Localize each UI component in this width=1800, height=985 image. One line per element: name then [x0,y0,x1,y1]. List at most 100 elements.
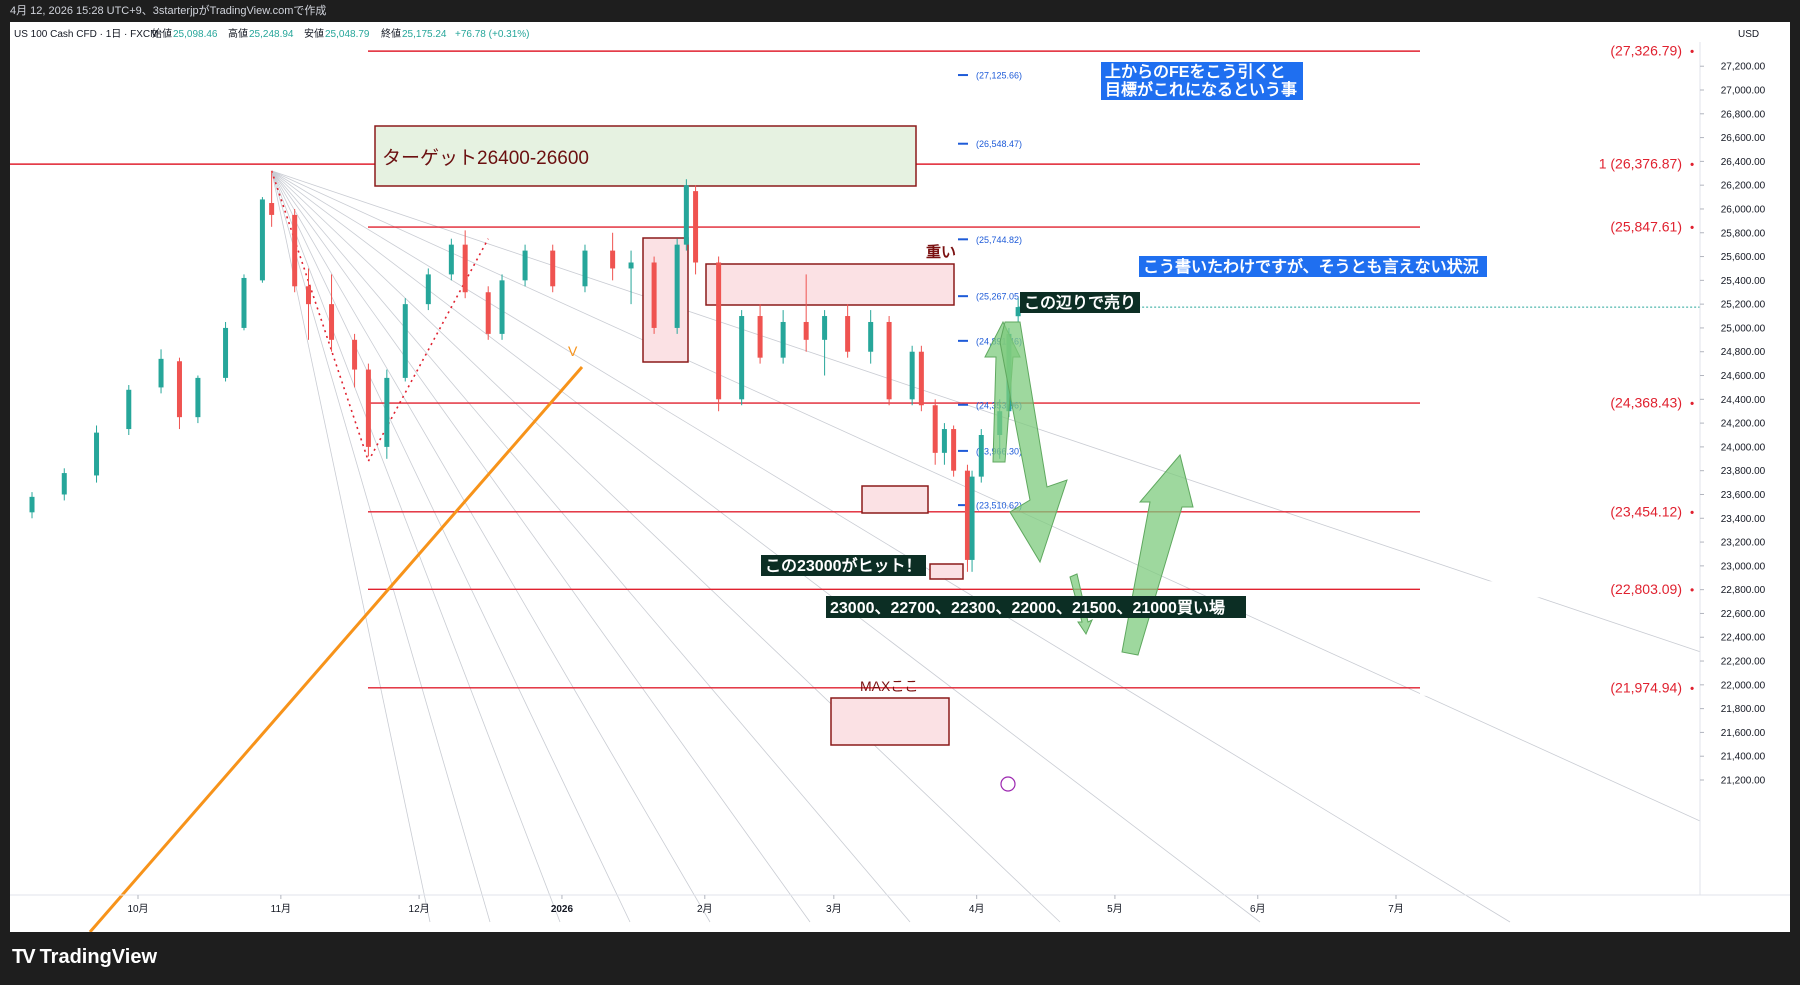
y-tick-label: 22,000.00 [1721,680,1766,691]
candle [126,389,132,430]
candle [292,214,298,287]
level-label: (21,974.94) [1610,679,1682,695]
y-axis: 21,200.00 21,400.00 21,600.00 21,800.00 22,0… [1699,42,1790,895]
candle [448,244,454,275]
max-zone [830,697,950,746]
candle [462,244,468,293]
sell-note-bg [1020,292,1140,313]
fib-label: (27,125.66) [976,71,1022,81]
status-note-bg [1139,256,1487,277]
candle [241,277,247,328]
level-label-bg [1420,679,1696,696]
lightning-icon [1000,776,1016,792]
candle [674,244,680,328]
y-tick-label: 25,800.00 [1721,228,1766,239]
level-label-bg [1420,395,1696,412]
level-dot: • [1690,397,1694,411]
fan-line [271,170,1061,923]
candle [352,339,358,370]
x-tick-label: 7月 [1388,903,1404,915]
fan-line [271,170,431,923]
y-tick-label: 24,000.00 [1721,442,1766,453]
fan-line [271,170,811,923]
level-label-bg [1420,43,1696,60]
candle [693,191,699,263]
fan-line [271,170,561,923]
currency-label: USD [1738,29,1759,40]
y-tick-label: 22,600.00 [1721,609,1766,620]
y-tick-label: 23,200.00 [1721,538,1766,549]
y-tick-label: 21,400.00 [1721,752,1766,763]
y-tick-label: 23,800.00 [1721,466,1766,477]
x-axis: 10月 11月 12月 2026 2月 3月 4月 5月 6月 7月 [10,894,1790,915]
change-value: +76.78 (+0.31%) [455,29,530,40]
level-label-bg [1420,503,1696,520]
y-tick-label: 26,600.00 [1721,133,1766,144]
y-tick-label: 24,800.00 [1721,347,1766,358]
hit-note-bg [761,555,926,576]
candle [329,304,335,340]
y-tick-label: 22,200.00 [1721,657,1766,668]
candle [909,351,915,400]
fib-label: (25,744.82) [976,235,1022,245]
price-chart[interactable]: (27,326.79) • 1 (26,376.87) • (25,847.61) • (2… [1,22,1791,933]
candle [365,369,371,447]
candle [780,321,786,358]
candle [223,327,229,378]
y-tick-label: 26,800.00 [1721,109,1766,120]
x-tick-label: 2月 [697,903,713,915]
candle [716,262,722,400]
close-value: 25,175.24 [402,29,447,40]
candle [29,496,35,513]
candle [425,274,431,305]
tradingview-brand[interactable]: TV TradingView [12,946,157,969]
footer-bar: TV TradingView [0,932,1800,985]
level-label: (24,368.43) [1610,395,1682,411]
target-zone [374,125,917,187]
level-dot: • [1690,45,1694,59]
y-tick-label: 25,000.00 [1721,323,1766,334]
orange-trend-line [88,366,584,933]
x-tick-label: 10月 [127,903,148,915]
max-label: MAXここ [860,678,918,694]
y-axis-panel [1700,42,1790,895]
trend-line: V [88,343,584,933]
candle [964,470,970,560]
candle [550,250,556,287]
heavy-label: 重い [926,243,956,261]
level-label: (27,326.79) [1610,43,1682,59]
level-dot: • [1690,681,1694,695]
fan-line [271,170,711,923]
candle [845,316,851,352]
x-tick-label: 12月 [409,903,430,915]
heavy-zone [705,263,955,306]
candle [969,476,975,560]
fib-label: (26,548.47) [976,139,1022,149]
chart-frame[interactable]: (27,326.79) • 1 (26,376.87) • (25,847.61) • (2… [1,22,1791,933]
y-tick-label: 25,600.00 [1721,252,1766,263]
fib-label: (25,267.05 [976,292,1019,302]
notes: 上からのFEをこう引くと目標がこれになるという事こう書いたわけですが、そうとも言… [761,62,1487,792]
down-arrow [999,321,1068,564]
candle [384,377,390,447]
fe-note-line2-bg [1101,80,1303,100]
candle [61,473,67,495]
y-tick-label: 23,600.00 [1721,490,1766,501]
x-tick-label: 6月 [1250,903,1266,915]
v-pattern-line [270,170,489,464]
tradingview-logo-icon: TV [12,946,36,968]
y-tick-label: 22,800.00 [1721,585,1766,596]
x-tick-label: 5月 [1107,903,1123,915]
x-tick-label: 3月 [826,903,842,915]
candle [868,321,874,352]
level-dot: • [1690,158,1694,172]
candle [1015,307,1021,317]
fan-line [271,170,631,923]
y-tick-label: 24,200.00 [1721,419,1766,430]
level-label: (22,803.09) [1610,581,1682,597]
y-tick-label: 27,200.00 [1721,62,1766,73]
candle [176,361,182,418]
candle [886,321,892,400]
support-zone [861,485,929,514]
y-tick-label: 26,000.00 [1721,204,1766,215]
